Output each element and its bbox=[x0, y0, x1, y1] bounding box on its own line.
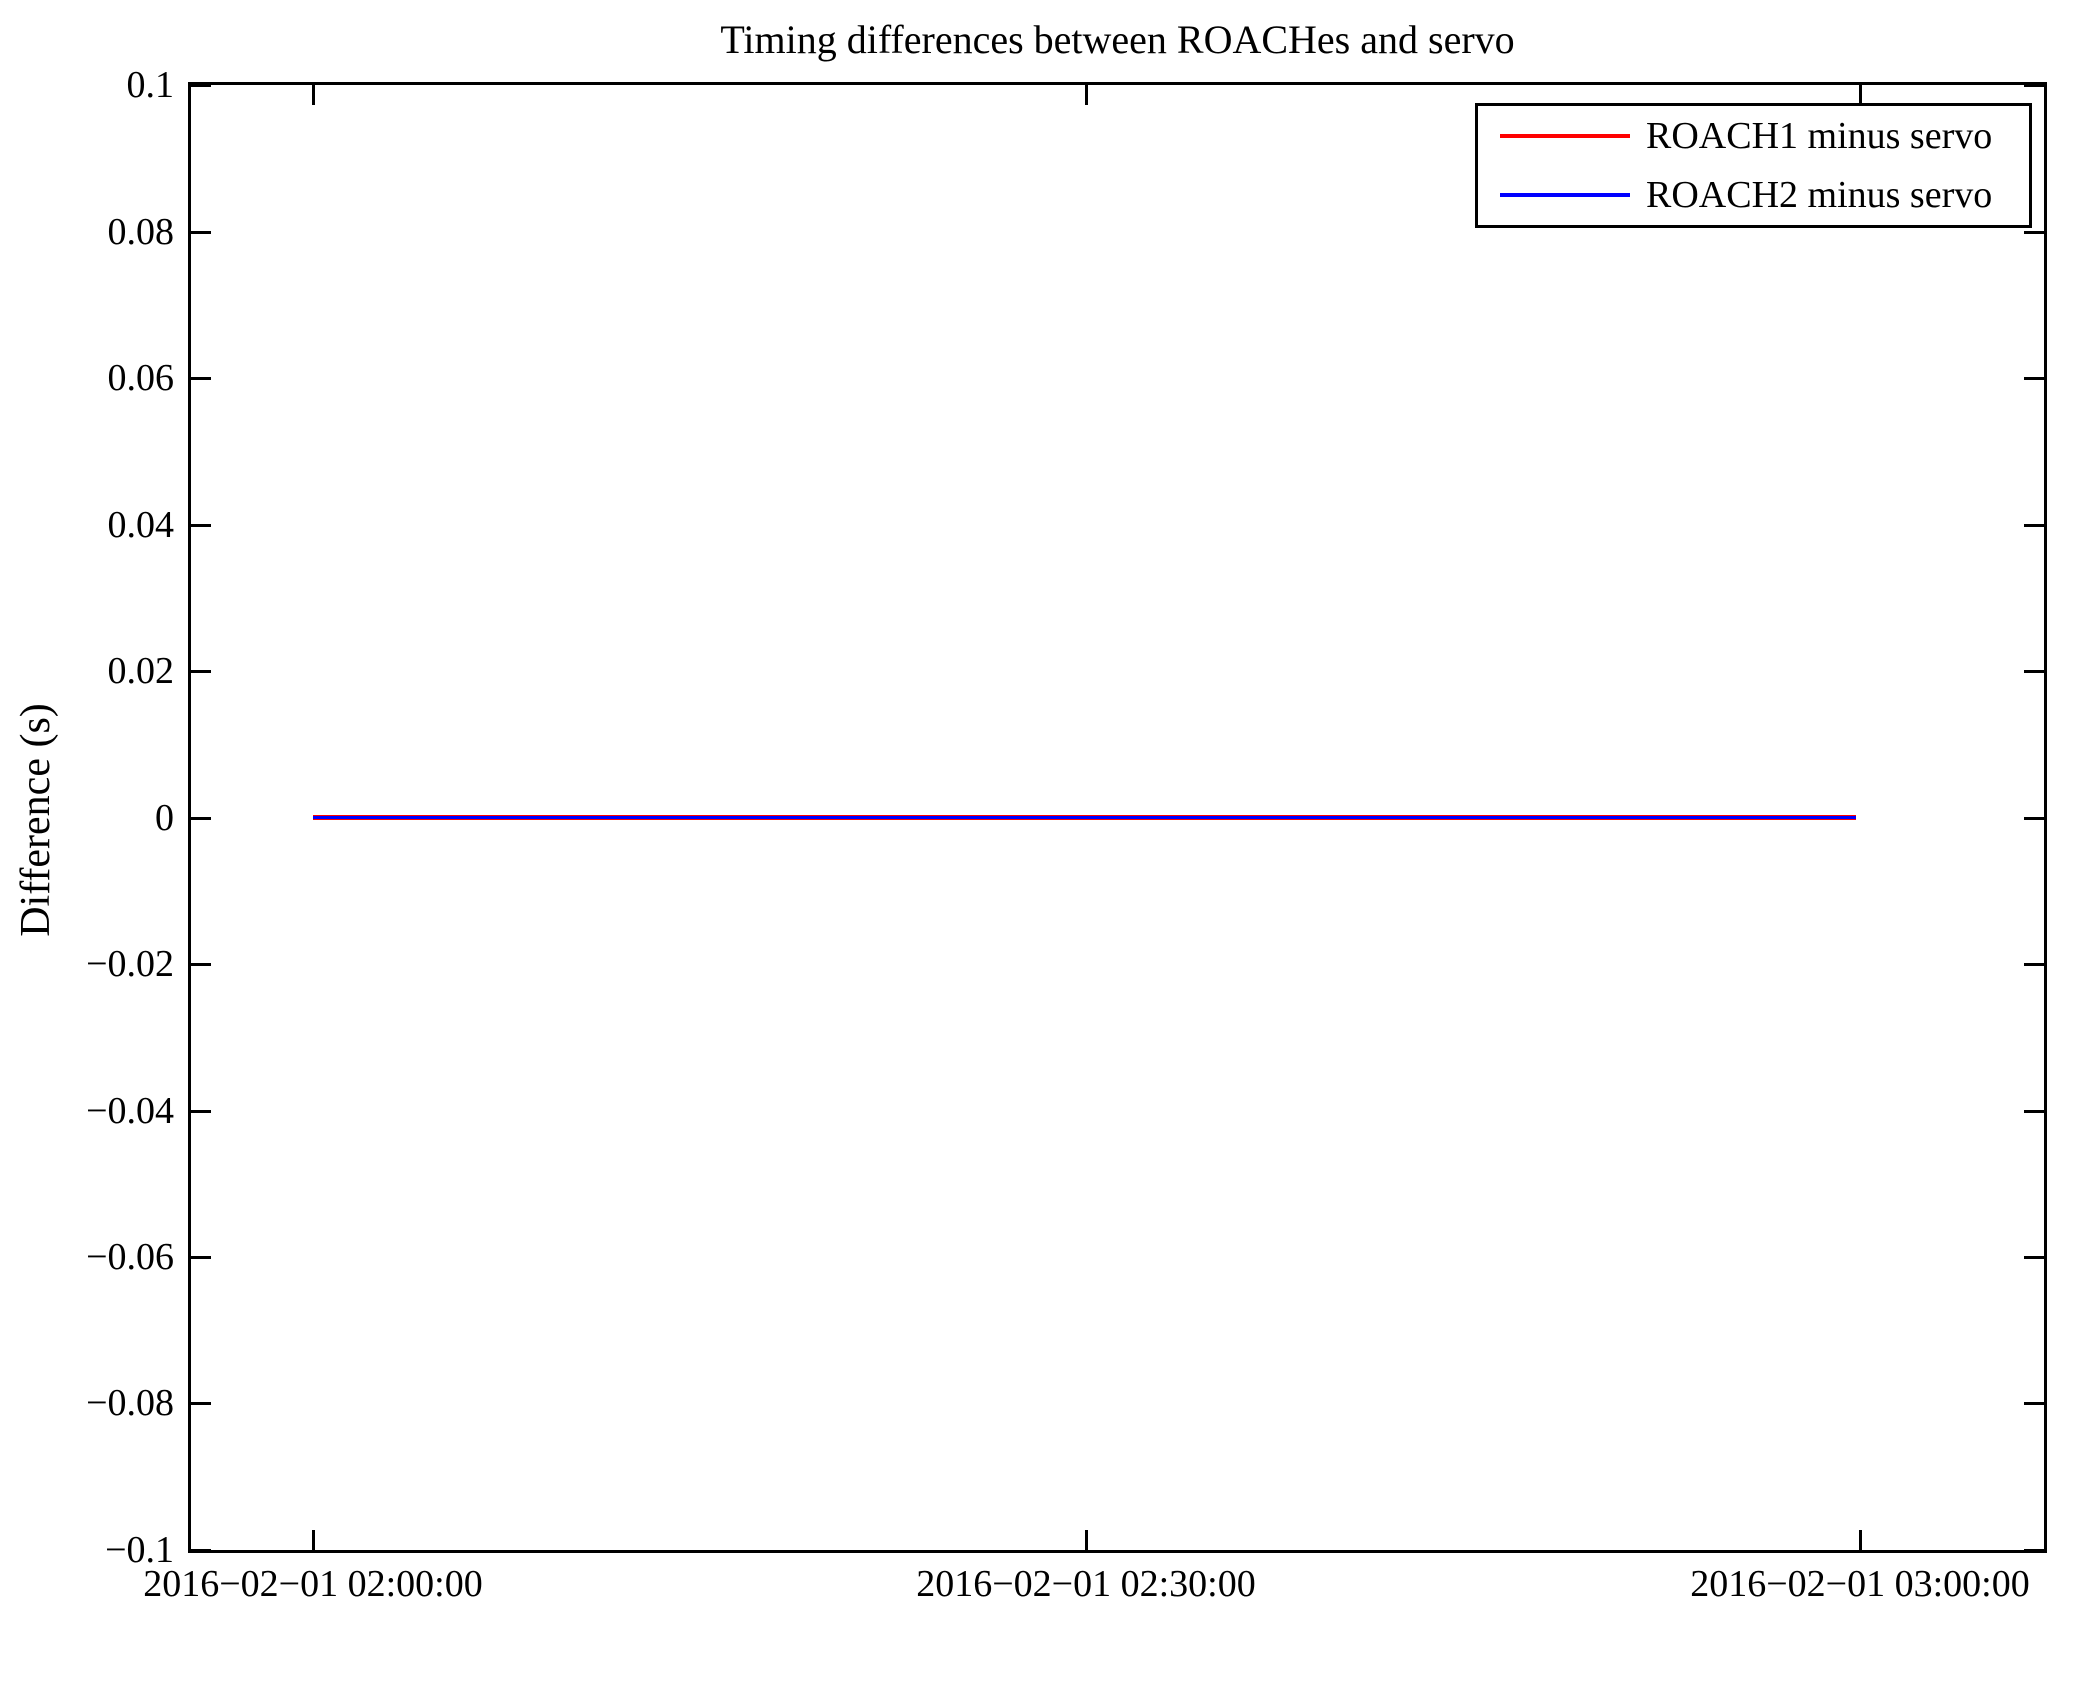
x-tick-label: 2016−02−01 02:00:00 bbox=[143, 1563, 483, 1605]
x-tick-bottom bbox=[1085, 1530, 1088, 1550]
y-tick-left bbox=[191, 1256, 211, 1259]
y-tick-label: 0.08 bbox=[107, 211, 175, 253]
x-tick-label: 2016−02−01 02:30:00 bbox=[916, 1563, 1256, 1605]
y-tick-label: 0.02 bbox=[107, 650, 175, 692]
y-tick-right bbox=[2024, 1402, 2044, 1405]
y-tick-left bbox=[191, 1549, 211, 1552]
legend-line-sample bbox=[1500, 133, 1630, 138]
y-tick-left bbox=[191, 1402, 211, 1405]
x-tick-top bbox=[312, 85, 315, 105]
legend-entry: ROACH1 minus servo bbox=[1478, 110, 2029, 162]
y-tick-left bbox=[191, 963, 211, 966]
y-tick-left bbox=[191, 817, 211, 820]
x-tick-top bbox=[1085, 85, 1088, 105]
y-tick-label: 0.1 bbox=[126, 64, 175, 106]
series-line-2 bbox=[313, 816, 1856, 819]
legend-line-sample bbox=[1500, 193, 1630, 198]
y-tick-label: −0.04 bbox=[86, 1090, 174, 1132]
y-tick-right bbox=[2024, 817, 2044, 820]
y-tick-right bbox=[2024, 84, 2044, 87]
y-tick-label: 0 bbox=[155, 797, 174, 839]
x-tick-top bbox=[1859, 85, 1862, 105]
x-tick-label: 2016−02−01 03:00:00 bbox=[1690, 1563, 2030, 1605]
y-tick-right bbox=[2024, 1549, 2044, 1552]
y-tick-left bbox=[191, 84, 211, 87]
y-tick-label: −0.02 bbox=[86, 943, 174, 985]
x-tick-bottom bbox=[1859, 1530, 1862, 1550]
y-tick-left bbox=[191, 670, 211, 673]
y-tick-right bbox=[2024, 1256, 2044, 1259]
y-tick-right bbox=[2024, 670, 2044, 673]
legend: ROACH1 minus servo ROACH2 minus servo bbox=[1475, 103, 2032, 228]
y-tick-left bbox=[191, 231, 211, 234]
legend-entry-label: ROACH2 minus servo bbox=[1646, 174, 1993, 217]
y-tick-right bbox=[2024, 377, 2044, 380]
y-tick-right bbox=[2024, 1110, 2044, 1113]
legend-entry-label: ROACH1 minus servo bbox=[1646, 114, 1993, 157]
y-tick-label: −0.08 bbox=[86, 1382, 174, 1424]
y-tick-left bbox=[191, 377, 211, 380]
chart-title: Timing differences between ROACHes and s… bbox=[720, 17, 1515, 62]
y-tick-right bbox=[2024, 231, 2044, 234]
y-tick-label: 0.04 bbox=[107, 504, 175, 546]
y-tick-label: 0.06 bbox=[107, 357, 175, 399]
y-tick-left bbox=[191, 524, 211, 527]
plot-area bbox=[188, 82, 2047, 1553]
y-tick-right bbox=[2024, 524, 2044, 527]
y-tick-left bbox=[191, 1110, 211, 1113]
y-tick-label: −0.1 bbox=[105, 1529, 174, 1571]
y-tick-right bbox=[2024, 963, 2044, 966]
legend-entry: ROACH2 minus servo bbox=[1478, 169, 2029, 221]
y-tick-label: −0.06 bbox=[86, 1236, 174, 1278]
x-tick-bottom bbox=[312, 1530, 315, 1550]
